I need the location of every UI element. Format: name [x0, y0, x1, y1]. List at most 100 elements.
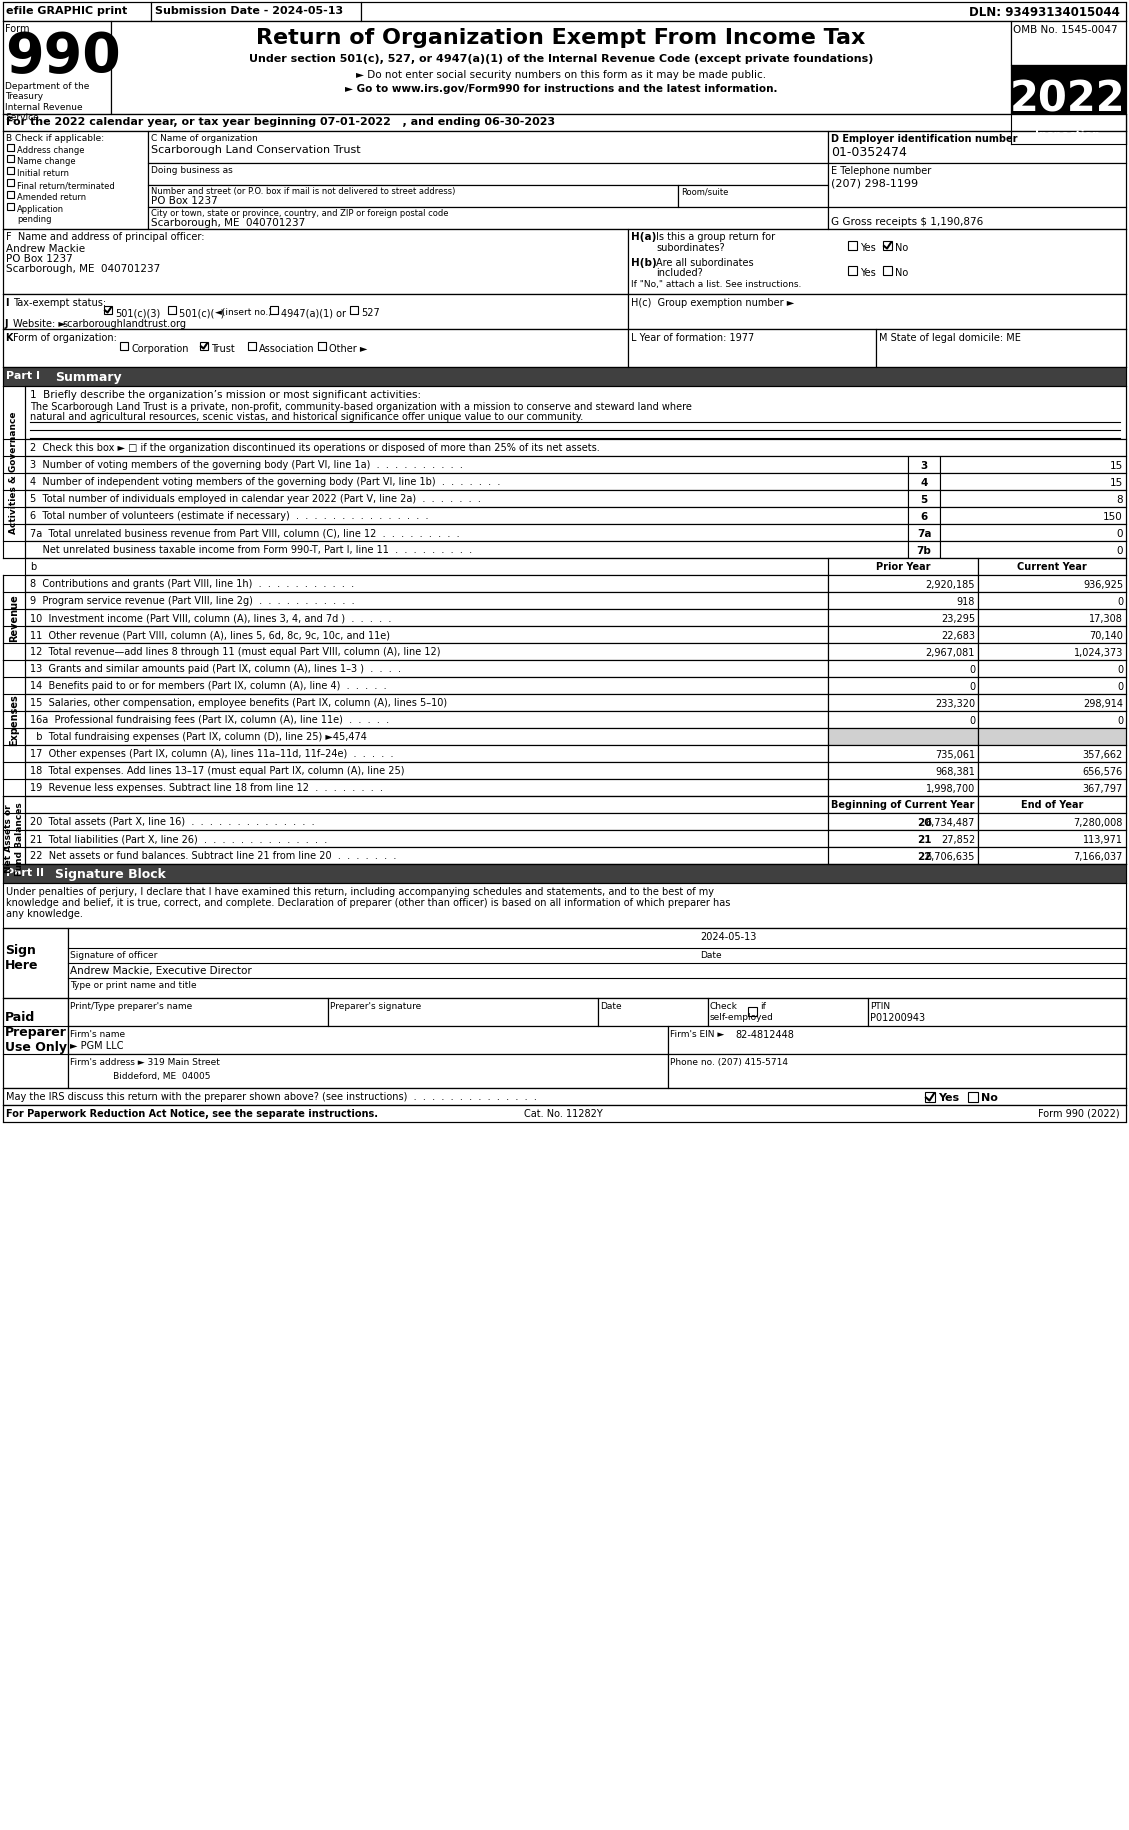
Bar: [828, 626, 978, 644]
Bar: [3, 999, 68, 1089]
Bar: [978, 831, 1126, 847]
Text: 7,166,037: 7,166,037: [1074, 851, 1123, 862]
Bar: [828, 847, 978, 864]
Bar: [968, 1093, 978, 1102]
Bar: [3, 864, 1126, 884]
Text: 6,734,487: 6,734,487: [926, 818, 975, 827]
Text: 18  Total expenses. Add lines 13–17 (must equal Part IX, column (A), line 25): 18 Total expenses. Add lines 13–17 (must…: [30, 765, 404, 776]
Text: 2,967,081: 2,967,081: [926, 648, 975, 657]
Text: Summary: Summary: [55, 371, 122, 384]
Text: 6  Total number of volunteers (estimate if necessary)  .  .  .  .  .  .  .  .  .: 6 Total number of volunteers (estimate i…: [30, 511, 429, 522]
Bar: [25, 490, 908, 507]
Bar: [1010, 66, 1126, 115]
Text: subordinates?: subordinates?: [656, 243, 725, 253]
Bar: [25, 386, 1126, 439]
Bar: [68, 999, 329, 1027]
Bar: [908, 474, 940, 490]
Text: 0: 0: [969, 716, 975, 727]
Bar: [828, 780, 978, 796]
Text: 968,381: 968,381: [935, 767, 975, 776]
Text: Address change: Address change: [17, 146, 85, 156]
Bar: [978, 712, 1126, 728]
Text: Biddeford, ME  04005: Biddeford, ME 04005: [70, 1071, 210, 1080]
Bar: [828, 677, 978, 695]
Bar: [1010, 115, 1126, 145]
Text: Signature of officer: Signature of officer: [70, 950, 157, 959]
Bar: [868, 999, 1126, 1027]
Text: P01200943: P01200943: [870, 1012, 925, 1023]
Text: Other ►: Other ►: [329, 344, 367, 353]
Text: No: No: [981, 1093, 998, 1102]
Text: knowledge and belief, it is true, correct, and complete. Declaration of preparer: knowledge and belief, it is true, correc…: [6, 897, 730, 908]
Text: 27,852: 27,852: [940, 834, 975, 844]
Text: 1,998,700: 1,998,700: [926, 783, 975, 794]
Bar: [828, 576, 978, 593]
Text: Prior Year: Prior Year: [876, 562, 930, 571]
Bar: [3, 1089, 1126, 1105]
Bar: [3, 884, 1126, 928]
Text: Date: Date: [599, 1001, 622, 1010]
Bar: [828, 814, 978, 831]
Bar: [3, 132, 148, 231]
Text: 22  Net assets or fund balances. Subtract line 21 from line 20  .  .  .  .  .  .: 22 Net assets or fund balances. Subtract…: [30, 851, 396, 860]
Text: OMB No. 1545-0047: OMB No. 1545-0047: [1013, 26, 1118, 35]
Bar: [908, 542, 940, 558]
Bar: [3, 329, 628, 368]
Text: 501(c)(  ): 501(c)( ): [180, 307, 225, 318]
Text: 1,024,373: 1,024,373: [1074, 648, 1123, 657]
Text: 20  Total assets (Part X, line 16)  .  .  .  .  .  .  .  .  .  .  .  .  .  .: 20 Total assets (Part X, line 16) . . . …: [30, 816, 315, 827]
Text: Type or print name and title: Type or print name and title: [70, 981, 196, 990]
Bar: [940, 490, 1126, 507]
Text: D Employer identification number: D Employer identification number: [831, 134, 1017, 145]
Bar: [908, 507, 940, 525]
Text: ► Do not enter social security numbers on this form as it may be made public.: ► Do not enter social security numbers o…: [356, 70, 767, 81]
Text: Signature Block: Signature Block: [55, 867, 166, 880]
Bar: [940, 474, 1126, 490]
Text: DLN: 93493134015044: DLN: 93493134015044: [969, 5, 1120, 18]
Bar: [978, 609, 1126, 626]
Bar: [940, 458, 1126, 474]
Text: F  Name and address of principal officer:: F Name and address of principal officer:: [6, 232, 204, 242]
Bar: [148, 187, 679, 209]
Bar: [708, 999, 868, 1027]
Bar: [940, 507, 1126, 525]
Bar: [978, 661, 1126, 677]
Text: Activities & Governance: Activities & Governance: [9, 412, 18, 534]
Bar: [25, 728, 828, 745]
Text: For the 2022 calendar year, or tax year beginning 07-01-2022   , and ending 06-3: For the 2022 calendar year, or tax year …: [6, 117, 555, 126]
Bar: [25, 593, 828, 609]
Bar: [25, 525, 908, 542]
Text: Firm's name: Firm's name: [70, 1030, 125, 1038]
Text: Form: Form: [5, 24, 29, 35]
Text: Check: Check: [710, 1001, 738, 1010]
Text: 12  Total revenue—add lines 8 through 11 (must equal Part VIII, column (A), line: 12 Total revenue—add lines 8 through 11 …: [30, 646, 440, 657]
Text: 0: 0: [1117, 597, 1123, 608]
Text: Part I: Part I: [6, 371, 40, 381]
Bar: [3, 22, 111, 115]
Text: Yes: Yes: [938, 1093, 960, 1102]
Text: 0: 0: [1117, 664, 1123, 675]
Bar: [828, 695, 978, 712]
Bar: [25, 439, 1126, 458]
Text: 8  Contributions and grants (Part VIII, line 1h)  .  .  .  .  .  .  .  .  .  .  : 8 Contributions and grants (Part VIII, l…: [30, 578, 355, 589]
Text: Trust: Trust: [211, 344, 235, 353]
Text: 14  Benefits paid to or for members (Part IX, column (A), line 4)  .  .  .  .  .: 14 Benefits paid to or for members (Part…: [30, 681, 386, 690]
Bar: [925, 1093, 935, 1102]
Bar: [908, 814, 940, 831]
Text: The Scarborough Land Trust is a private, non-profit, community-based organizatio: The Scarborough Land Trust is a private,…: [30, 403, 692, 412]
Text: 0: 0: [969, 681, 975, 692]
Text: No: No: [895, 267, 908, 278]
Text: 3  Number of voting members of the governing body (Part VI, line 1a)  .  .  .  .: 3 Number of voting members of the govern…: [30, 459, 463, 470]
Bar: [908, 831, 940, 847]
Bar: [828, 593, 978, 609]
Bar: [25, 507, 908, 525]
Text: 13  Grants and similar amounts paid (Part IX, column (A), lines 1–3 )  .  .  .  : 13 Grants and similar amounts paid (Part…: [30, 664, 401, 673]
Bar: [1010, 22, 1126, 66]
Bar: [25, 542, 908, 558]
Text: Phone no. (207) 415-5714: Phone no. (207) 415-5714: [669, 1058, 788, 1067]
Bar: [978, 695, 1126, 712]
Bar: [200, 342, 208, 351]
Text: City or town, state or province, country, and ZIP or foreign postal code: City or town, state or province, country…: [151, 209, 448, 218]
Text: 2024-05-13: 2024-05-13: [700, 931, 756, 941]
Text: Andrew Mackie, Executive Director: Andrew Mackie, Executive Director: [70, 966, 252, 975]
